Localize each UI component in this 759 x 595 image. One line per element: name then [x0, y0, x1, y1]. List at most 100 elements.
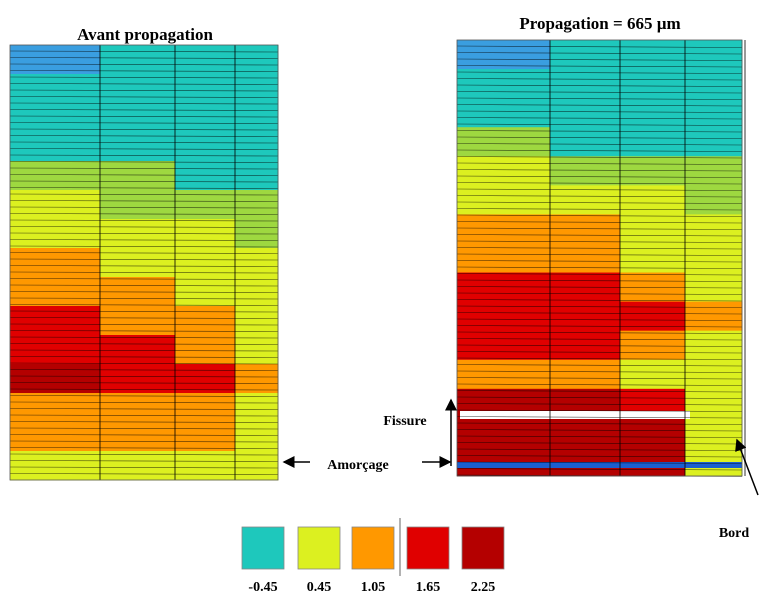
mesh-cell	[457, 40, 551, 70]
mesh-line	[456, 286, 743, 289]
mesh-line	[9, 135, 279, 137]
mesh-line	[9, 323, 279, 326]
mesh-cell	[620, 417, 686, 448]
mesh-line	[9, 148, 279, 150]
mesh-line	[9, 102, 279, 105]
mesh-cell	[620, 40, 686, 70]
mesh-line	[9, 258, 279, 261]
mesh-cell	[620, 243, 686, 274]
mesh-line	[456, 279, 743, 282]
mesh-line	[9, 401, 279, 404]
mesh-line	[9, 447, 279, 449]
mesh-line	[456, 78, 743, 81]
mesh-line	[456, 390, 743, 393]
mesh-line	[9, 440, 279, 443]
legend-label: 0.45	[307, 580, 332, 595]
mesh-line	[456, 162, 743, 165]
mesh-line	[9, 265, 279, 267]
mesh-cell	[457, 127, 551, 157]
mesh-line	[456, 448, 743, 451]
mesh-cell	[550, 185, 621, 215]
mesh-line	[456, 123, 743, 126]
mesh-line	[9, 427, 279, 430]
legend-swatch	[297, 526, 341, 570]
mesh-cell	[10, 74, 101, 104]
mesh-line	[9, 206, 279, 209]
mesh-cell	[685, 359, 743, 390]
mesh-cell	[235, 132, 279, 162]
mesh-cell	[685, 330, 743, 361]
mesh-cell	[457, 214, 551, 244]
mesh-cell	[550, 301, 621, 332]
mesh-cell	[235, 422, 279, 452]
mesh-line	[9, 213, 279, 215]
mesh-cell	[550, 127, 621, 157]
panel-frame	[456, 39, 743, 477]
mesh-line	[456, 396, 743, 399]
mesh-line	[9, 83, 279, 85]
mesh-cell	[100, 364, 176, 394]
mesh-cell	[457, 98, 551, 128]
mesh-line	[456, 156, 743, 159]
mesh-line	[9, 70, 279, 72]
mesh-line	[9, 154, 279, 157]
mesh-line	[9, 278, 279, 280]
legend-swatch	[351, 526, 395, 570]
legend-label: 1.65	[416, 580, 441, 595]
mesh-cell	[550, 214, 621, 244]
annotation: Amorçage	[327, 458, 388, 473]
arrow	[735, 438, 759, 496]
mesh-line	[9, 395, 279, 397]
mesh-line	[456, 370, 743, 373]
mesh-cell	[10, 161, 101, 191]
mesh-cell	[457, 272, 551, 303]
mesh-cell	[235, 277, 279, 307]
mesh-line	[456, 383, 743, 386]
legend-label: 2.25	[471, 580, 496, 595]
mesh-line	[9, 57, 279, 59]
mesh-line	[9, 453, 279, 456]
mesh-cell	[175, 45, 236, 75]
mesh-line	[9, 434, 279, 436]
mesh-cell	[457, 69, 551, 99]
mesh-cell	[685, 185, 743, 215]
mesh-line	[456, 45, 743, 48]
mesh-line	[9, 245, 279, 248]
mesh-line	[456, 234, 743, 237]
mesh-line	[456, 455, 743, 458]
mesh-line	[456, 214, 743, 217]
mesh-line	[456, 104, 743, 107]
annotation: Bord	[719, 526, 750, 541]
mesh-line	[9, 336, 279, 339]
mesh-cell	[100, 74, 176, 104]
mesh-line	[456, 299, 743, 302]
mesh-line	[9, 187, 279, 189]
mesh-line	[456, 351, 743, 354]
mesh-line	[9, 388, 279, 391]
mesh-cell	[10, 219, 101, 249]
mesh-cell	[100, 451, 176, 481]
mesh-cell	[175, 132, 236, 162]
mesh-line	[456, 403, 743, 406]
mesh-line	[9, 408, 279, 410]
mesh-line	[456, 169, 743, 172]
mesh-line	[456, 253, 743, 256]
mesh-line	[456, 143, 743, 146]
mesh-line	[456, 344, 743, 347]
mesh-line	[456, 331, 743, 334]
mesh-cell	[235, 306, 279, 336]
mesh-line	[456, 377, 743, 380]
mesh-line	[9, 421, 279, 423]
mesh-cell	[685, 98, 743, 128]
mesh-cell	[10, 103, 101, 133]
mesh-line	[9, 239, 279, 241]
mesh-line	[9, 304, 279, 306]
contour-fields	[9, 39, 743, 481]
mesh-cell	[235, 74, 279, 104]
mesh-cell	[100, 248, 176, 278]
mesh-cell	[10, 335, 101, 365]
mesh-cell	[620, 69, 686, 99]
mesh-cell	[685, 301, 743, 332]
mesh-line	[456, 305, 743, 308]
mesh-line	[9, 96, 279, 98]
